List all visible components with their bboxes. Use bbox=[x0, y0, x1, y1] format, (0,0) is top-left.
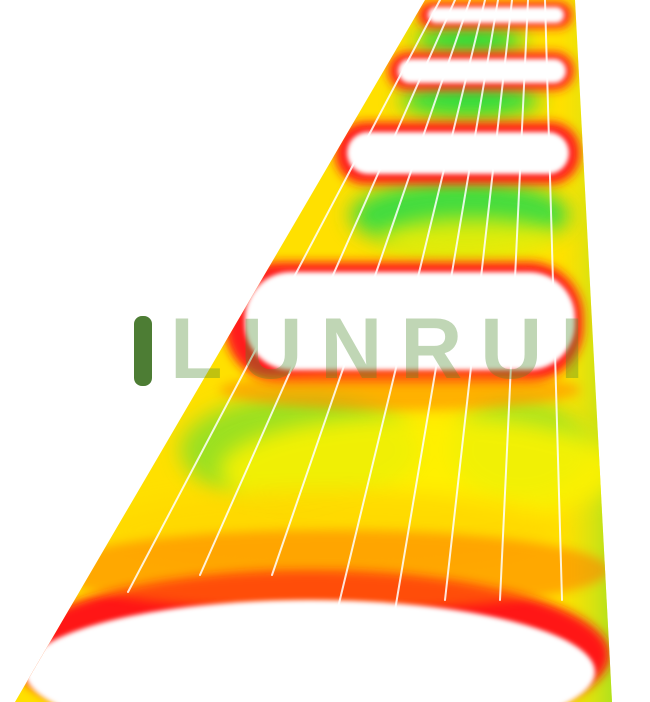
bright-pools bbox=[25, 7, 595, 702]
watermark: LUNRUI bbox=[134, 301, 584, 397]
lane-lines bbox=[127, 0, 563, 641]
watermark-bar-icon bbox=[134, 316, 152, 386]
